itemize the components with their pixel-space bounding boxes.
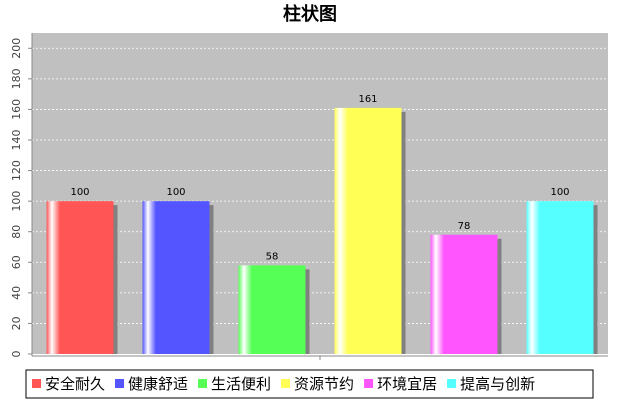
legend-swatch — [32, 379, 41, 388]
data-label: 100 — [550, 187, 569, 198]
legend-label: 生活便利 — [211, 375, 271, 393]
legend-label: 安全耐久 — [45, 375, 105, 393]
plot-background — [32, 33, 608, 354]
bar — [430, 234, 498, 354]
legend-label: 资源节约 — [294, 375, 354, 393]
bar — [142, 201, 210, 354]
bar — [46, 201, 114, 354]
legend-swatch — [198, 379, 208, 388]
legend-label: 环境宜居 — [377, 375, 437, 393]
y-tick-label: 0 — [10, 351, 23, 358]
legend-label: 提高与创新 — [460, 375, 535, 393]
data-label: 78 — [458, 221, 471, 232]
plot-area — [32, 33, 608, 354]
y-tick-label: 120 — [10, 160, 23, 181]
y-tick-label: 60 — [10, 255, 23, 269]
legend-swatch — [115, 379, 125, 388]
y-axis: 0 20 40 60 80 100 120 140 160 180 200 — [10, 33, 608, 360]
legend-label: 健康舒适 — [128, 375, 188, 393]
bar — [238, 265, 306, 354]
chart-title: 柱状图 — [283, 3, 337, 25]
y-tick-label: 20 — [10, 316, 23, 330]
data-label: 100 — [166, 187, 185, 198]
data-label: 58 — [266, 251, 279, 262]
y-tick-label: 80 — [10, 225, 23, 239]
y-tick-label: 200 — [10, 38, 23, 59]
y-tick-label: 160 — [10, 99, 23, 120]
bars: 100 100 58 161 78 100 — [46, 94, 598, 355]
y-tick-label: 140 — [10, 130, 23, 151]
bar — [334, 107, 402, 355]
data-label: 100 — [70, 187, 89, 198]
legend: 安全耐久 健康舒适 生活便利 资源节约 环境宜居 提高与创新 — [25, 369, 594, 399]
legend-swatch — [447, 379, 457, 388]
y-tick-label: 180 — [10, 68, 23, 89]
legend-swatch — [281, 379, 291, 388]
legend-swatch — [364, 379, 374, 388]
bar — [526, 201, 594, 354]
data-label: 161 — [358, 94, 377, 105]
y-tick-label: 40 — [10, 286, 23, 300]
y-tick-label: 100 — [10, 191, 23, 212]
